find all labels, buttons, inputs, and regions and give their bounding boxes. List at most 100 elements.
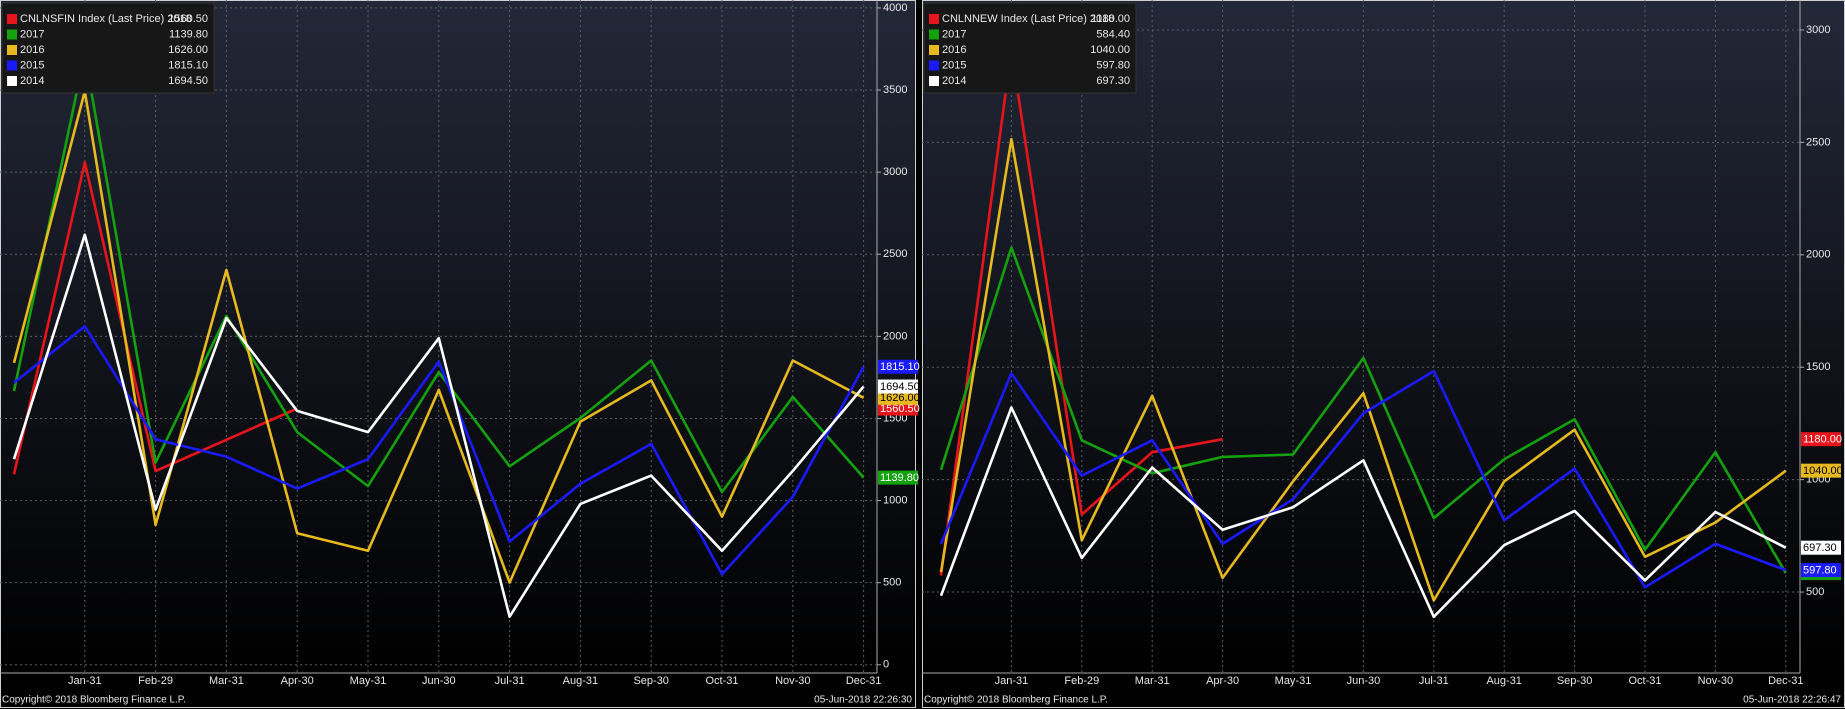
legend-swatch (929, 45, 939, 55)
footer-timestamp: 05-Jun-2018 22:26:30 (814, 695, 912, 706)
legend-swatch (7, 45, 17, 55)
value-tag-label: 1040.00 (1803, 465, 1843, 477)
x-tick-label: Apr-30 (1206, 675, 1239, 687)
y-tick-label: 1000 (883, 494, 907, 506)
y-tick-label: 500 (883, 577, 901, 589)
y-tick-label: 3000 (1806, 24, 1830, 36)
value-tag-label: 1139.80 (880, 472, 919, 484)
legend-box (1, 2, 215, 94)
x-tick-label: Feb-29 (1064, 675, 1099, 687)
value-tag (878, 379, 918, 394)
x-tick-label: May-31 (1275, 675, 1312, 687)
value-tag (878, 470, 918, 485)
x-tick-label: Jul-31 (1419, 675, 1449, 687)
footer-copyright: Copyright© 2018 Bloomberg Finance L.P. (2, 695, 186, 706)
x-tick-label: Feb-29 (138, 675, 173, 687)
y-tick-label: 2000 (1806, 249, 1830, 261)
legend-value: 1815.10 (168, 59, 208, 71)
x-tick-label: Jun-30 (422, 675, 456, 687)
series-line (12, 90, 865, 584)
panel-border (0, 0, 916, 708)
x-tick-label: Jan-31 (68, 675, 102, 687)
y-tick-label: 2500 (883, 248, 907, 260)
x-tick-label: Mar-31 (1135, 675, 1170, 687)
footer-timestamp: 05-Jun-2018 22:26:47 (1743, 695, 1841, 706)
y-tick-label: 1500 (1806, 361, 1830, 373)
y-tick-label: 500 (1806, 586, 1824, 598)
legend-label: 2016 (20, 44, 44, 56)
series-line (13, 325, 865, 576)
legend-label: 2014 (942, 75, 966, 87)
value-tag (878, 390, 918, 405)
legend-swatch (929, 60, 939, 71)
x-tick-label: Aug-31 (1486, 675, 1521, 687)
legend-value: 584.40 (1096, 28, 1130, 40)
legend-label: 2015 (20, 59, 44, 71)
legend-label: CNLNSFIN Index (Last Price) 2018 (20, 13, 192, 25)
legend-label: 2017 (942, 28, 966, 40)
x-tick-label: Nov-30 (775, 675, 810, 687)
x-tick-label: Oct-31 (1628, 675, 1661, 687)
legend-swatch (929, 76, 939, 86)
y-tick-label: 2000 (883, 330, 907, 342)
x-tick-label: Sep-30 (1557, 675, 1592, 687)
legend-value: 1560.50 (168, 13, 208, 25)
legend-swatch (7, 60, 17, 71)
series-line (939, 369, 1787, 589)
legend-swatch (7, 76, 17, 86)
legend-swatch (7, 29, 17, 40)
series-line (939, 137, 1787, 602)
series-line (12, 161, 298, 475)
footer-copyright: Copyright© 2018 Bloomberg Finance L.P. (924, 695, 1108, 706)
y-tick-label: 0 (883, 659, 889, 671)
value-tag-label: 1815.10 (880, 361, 920, 373)
legend-box (923, 2, 1137, 94)
plot-background (0, 0, 916, 673)
x-tick-label: Apr-30 (281, 675, 314, 687)
value-tag-label: 1560.50 (880, 403, 920, 415)
x-tick-label: Mar-31 (209, 675, 244, 687)
legend-value: 697.30 (1096, 75, 1130, 87)
x-tick-label: Nov-30 (1698, 675, 1733, 687)
x-tick-label: Jul-31 (495, 675, 525, 687)
x-tick-label: Dec-31 (1768, 675, 1803, 687)
y-tick-label: 3000 (883, 166, 907, 178)
value-tag-label: 1180.00 (1803, 434, 1842, 446)
value-tag (1801, 463, 1841, 478)
legend-value: 1040.00 (1090, 44, 1130, 56)
value-tag (878, 359, 918, 374)
legend-swatch (7, 14, 17, 24)
y-tick-label: 4000 (883, 2, 907, 14)
legend-label: 2015 (942, 59, 966, 71)
legend-label: 2014 (20, 75, 44, 87)
legend-swatch (929, 14, 939, 24)
legend-swatch (929, 29, 939, 40)
legend-label: 2017 (20, 28, 44, 40)
x-tick-label: Aug-31 (563, 675, 598, 687)
x-tick-label: Jun-30 (1347, 675, 1381, 687)
legend-label: 2016 (942, 44, 966, 56)
value-tag (1801, 540, 1841, 555)
series-line (12, 233, 865, 618)
value-tag (1801, 432, 1841, 447)
value-tag-label: 697.30 (1803, 542, 1837, 554)
x-tick-label: Sep-30 (633, 675, 668, 687)
series-line (12, 52, 865, 494)
legend-value: 1139.80 (169, 28, 208, 40)
value-tag (1801, 563, 1841, 578)
series-line (939, 246, 1787, 574)
legend-value: 1626.00 (168, 44, 208, 56)
series-line (939, 406, 1787, 619)
legend-value: 597.80 (1096, 59, 1130, 71)
value-tag (878, 401, 918, 416)
x-tick-label: May-31 (350, 675, 387, 687)
value-tag-label: 597.80 (1803, 564, 1837, 576)
x-tick-label: Jan-31 (995, 675, 1029, 687)
y-tick-label: 2500 (1806, 136, 1830, 148)
value-tag-label: 1694.50 (880, 381, 920, 393)
x-tick-label: Oct-31 (705, 675, 738, 687)
y-tick-label: 3500 (883, 84, 907, 96)
